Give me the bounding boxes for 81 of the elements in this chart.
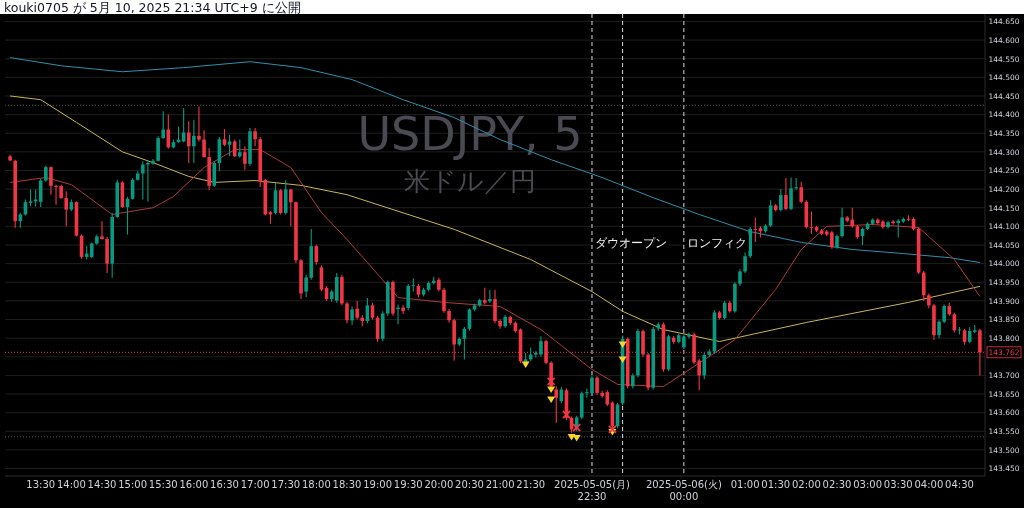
candlestick — [809, 210, 814, 235]
x-tick-label: 13:30 — [26, 479, 56, 490]
candlestick — [493, 289, 497, 324]
candlestick — [156, 135, 160, 163]
candlestick — [401, 304, 405, 315]
x-tick-label: 20:30 — [455, 479, 484, 490]
candlestick — [161, 110, 166, 140]
x-tick-label: 04:30 — [945, 479, 974, 490]
x-tick-label: 14:00 — [56, 479, 86, 490]
line-series — [9, 95, 981, 342]
candlestick — [192, 119, 196, 164]
x-tick-label: 17:30 — [271, 479, 301, 490]
line-series — [9, 57, 981, 264]
point — [618, 341, 627, 348]
candlestick — [554, 385, 559, 424]
ref-line-label: ロンフィク — [686, 236, 747, 250]
candlestick — [197, 105, 201, 142]
candlestick — [784, 177, 788, 211]
x-tick-label: 16:00 — [179, 479, 209, 490]
x-tick-label: 02:30 — [822, 479, 852, 490]
candlestick — [38, 178, 43, 208]
candlestick — [355, 300, 359, 321]
candlestick — [186, 120, 191, 164]
candlestick — [595, 375, 599, 396]
candlestick — [702, 352, 707, 380]
x-tick-label: 2025-05-06(火) 00:00 — [645, 479, 722, 502]
candlestick — [253, 127, 257, 147]
x-tick-label: 01:00 — [730, 479, 760, 490]
candlestick — [212, 160, 217, 188]
x-tick-label: 15:00 — [118, 479, 148, 490]
x-tick-label: 16:30 — [210, 479, 239, 490]
candlestick — [350, 305, 354, 326]
x-tick-label: 20:00 — [424, 479, 454, 490]
x-tick-label: 18:00 — [301, 479, 331, 490]
x-tick-label: 01:30 — [761, 479, 791, 490]
x-tick-label: 14:30 — [87, 479, 117, 490]
candlestick — [406, 283, 411, 311]
candlestick — [141, 160, 145, 201]
ref-line-label: ダウオープン — [594, 236, 667, 250]
text: 米ドル／円 — [404, 166, 536, 196]
candlestick — [794, 177, 798, 191]
candlestick — [789, 177, 793, 211]
x-tick-label: 19:00 — [363, 479, 393, 490]
candlestick — [202, 129, 206, 159]
candlestick — [283, 179, 288, 215]
candlestick — [64, 190, 69, 227]
candlestick — [227, 134, 232, 157]
candlestick — [743, 251, 747, 274]
point — [572, 435, 581, 442]
candlestick — [345, 301, 349, 324]
candlestick — [49, 165, 53, 196]
x-tick-label: 02:00 — [791, 479, 821, 490]
candlestick — [779, 188, 783, 213]
x-tick-label: 21:30 — [516, 479, 546, 490]
x-tick-label: 2025-05-05(月) 22:30 — [554, 479, 631, 502]
candlestick — [921, 270, 926, 302]
point — [608, 425, 617, 434]
point — [562, 410, 571, 419]
candlestick — [237, 139, 242, 159]
candlestick — [641, 329, 645, 358]
x-tick-label: 21:00 — [485, 479, 515, 490]
x-tick-label: 04:00 — [914, 479, 944, 490]
point — [618, 356, 627, 363]
candlestick — [753, 216, 758, 243]
x-tick-label: 17:00 — [240, 479, 270, 490]
x-tick-label: 03:30 — [883, 479, 913, 490]
candlestick — [799, 181, 804, 204]
candlestick — [488, 289, 492, 304]
x-tick-label: 19:30 — [393, 479, 423, 490]
candlestick — [334, 272, 339, 304]
candlestick — [896, 218, 901, 239]
x-tick-label: 15:30 — [148, 479, 178, 490]
candlestick — [289, 188, 293, 227]
x-tick-label: 03:00 — [853, 479, 883, 490]
candlestick — [840, 207, 844, 239]
candlestick — [442, 287, 446, 314]
point — [546, 376, 556, 386]
annotation: kouki0705 が 5月 10, 2025 21:34 UTC+9 に公開 — [4, 0, 301, 15]
candlestick — [942, 304, 946, 324]
candlestick — [243, 145, 247, 171]
x-tick-label: 18:30 — [332, 479, 362, 490]
